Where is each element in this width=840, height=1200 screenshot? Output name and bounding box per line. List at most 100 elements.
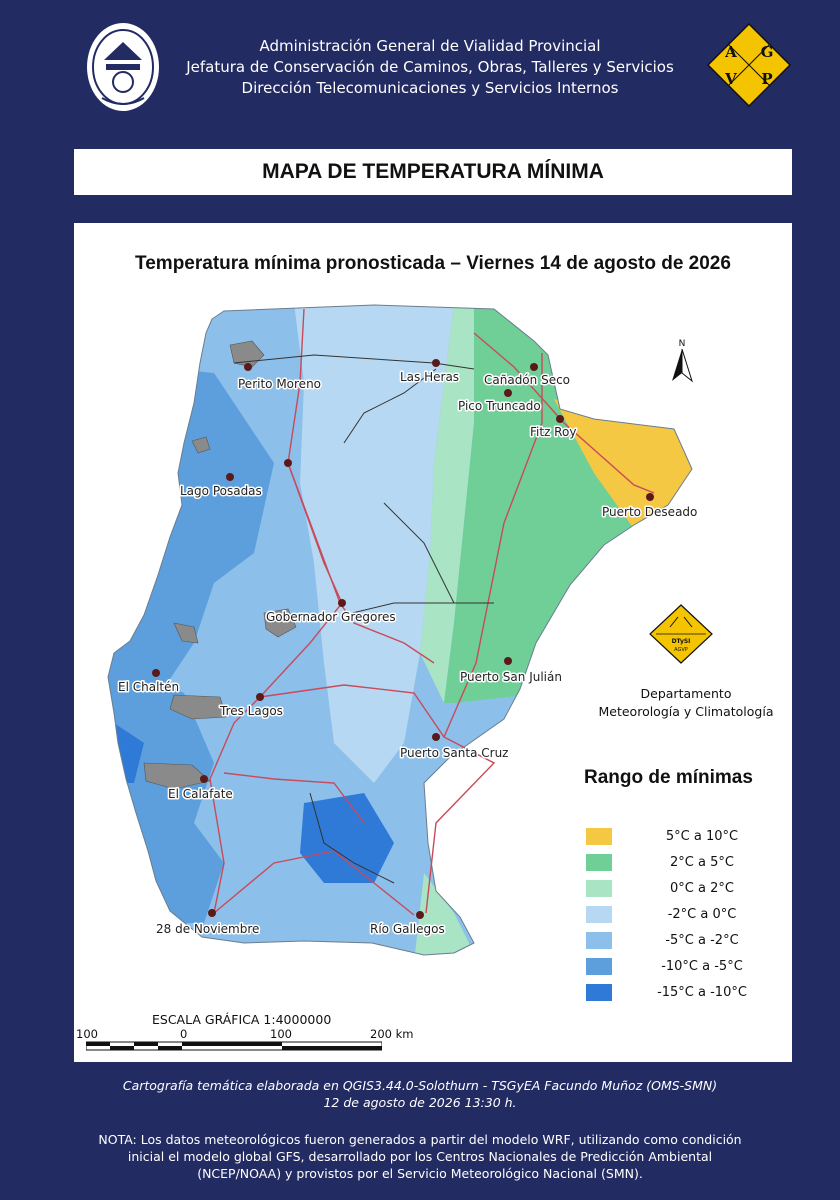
city-puerto-deseado: Puerto Deseado <box>602 505 697 519</box>
page-title: MAPA DE TEMPERATURA MÍNIMA <box>74 149 792 195</box>
road-northern <box>233 354 475 370</box>
lake-viedma <box>169 694 227 720</box>
credit-text: Cartografía temática elaborada en QGIS3.… <box>40 1077 800 1111</box>
city-marker[interactable] <box>338 599 346 607</box>
city-lago-posadas: Lago Posadas <box>180 484 262 498</box>
scale-tick-zero: 0 <box>180 1027 188 1041</box>
province-seal-icon <box>87 23 159 111</box>
legend-item: 5°C a 10°C <box>586 823 760 849</box>
city-marker[interactable] <box>244 363 252 371</box>
department-line-2: Meteorología y Climatología <box>598 704 774 719</box>
lake-cardiel <box>263 608 297 638</box>
road-diagonal <box>383 502 455 604</box>
city-marker[interactable] <box>416 911 424 919</box>
note-line-3: (NCEP/NOAA) y provistos por el Servicio … <box>197 1166 643 1181</box>
city-marker[interactable] <box>646 493 654 501</box>
road-central <box>343 602 494 616</box>
city-marker[interactable] <box>152 669 160 677</box>
legend-item: 2°C a 5°C <box>586 849 760 875</box>
map-panel: Temperatura mínima pronosticada – Vierne… <box>74 223 792 1062</box>
city-markers: Perito Moreno Las Heras Cañadón Seco Pic… <box>117 359 699 938</box>
agvp-letter-a: A <box>724 43 737 61</box>
lakes <box>143 340 297 790</box>
legend-label: -15°C a -10°C <box>657 984 747 1000</box>
city-marker[interactable] <box>504 657 512 665</box>
city-28-de-noviembre: 28 de Noviembre <box>156 922 259 936</box>
road-gregores <box>287 462 435 664</box>
header-line-1: Administración General de Vialidad Provi… <box>259 37 601 55</box>
header-line-2: Jefatura de Conservación de Caminos, Obr… <box>186 58 674 76</box>
zone-minus15-minus10 <box>300 793 394 883</box>
department-line-1: Departamento <box>640 686 732 701</box>
legend-label: 0°C a 2°C <box>670 880 734 896</box>
header-titles: Administración General de Vialidad Provi… <box>180 36 680 99</box>
legend-title: Rango de mínimas <box>584 767 753 788</box>
legend-item: -10°C a -5°C <box>586 953 760 979</box>
agvp-logo-icon: A G V P <box>706 22 792 108</box>
scale-title: ESCALA GRÁFICA 1:4000000 <box>152 1012 332 1027</box>
agvp-letter-v: V <box>724 70 737 88</box>
road-las-heras-west <box>343 368 437 444</box>
legend-swatch <box>586 879 612 897</box>
zone-5-10 <box>554 399 692 529</box>
city-marker[interactable] <box>530 363 538 371</box>
city-marker[interactable] <box>200 775 208 783</box>
roads <box>209 308 655 916</box>
legend-swatch <box>586 931 612 949</box>
city-marker[interactable] <box>432 733 440 741</box>
zone-0-2-south <box>414 873 474 955</box>
north-arrow-icon: N <box>672 339 693 383</box>
agvp-letter-g: G <box>761 43 774 61</box>
city-marker[interactable] <box>556 415 564 423</box>
road-ruta-3 <box>443 353 543 738</box>
department-logo-icon: DTySI AGVP <box>649 604 713 664</box>
legend: 5°C a 10°C 2°C a 5°C 0°C a 2°C -2°C a 0°C -5… <box>586 823 760 1005</box>
city-marker[interactable] <box>256 693 264 701</box>
note-line-1: NOTA: Los datos meteorológicos fueron ge… <box>98 1132 742 1147</box>
road-south-dirt <box>309 792 395 884</box>
dept-logo-text-1: DTySI <box>672 638 691 645</box>
legend-label: -2°C a 0°C <box>667 906 737 922</box>
city-marker[interactable] <box>284 459 292 467</box>
north-label: N <box>679 339 686 349</box>
scale-tick-left: 100 <box>76 1027 98 1041</box>
road-southern <box>213 850 415 916</box>
lake-argentino <box>143 762 211 790</box>
agvp-letter-p: P <box>761 70 772 88</box>
department-name: Departamento Meteorología y Climatología <box>586 685 786 721</box>
legend-label: -10°C a -5°C <box>661 958 743 974</box>
lake-posadas <box>191 436 211 454</box>
city-gobernador-gregores: Gobernador Gregores <box>266 610 396 624</box>
legend-swatch <box>586 853 612 871</box>
legend-item: -5°C a -2°C <box>586 927 760 953</box>
city-puerto-santa-cruz: Puerto Santa Cruz <box>400 746 508 760</box>
city-canadon-seco: Cañadón Seco <box>484 373 570 387</box>
zone-minus2-0 <box>294 305 454 783</box>
lake-san-martin <box>173 622 199 644</box>
city-rio-gallegos: Río Gallegos <box>370 922 445 936</box>
scale-bar <box>86 1041 382 1051</box>
city-puerto-san-julian: Puerto San Julián <box>460 670 562 684</box>
city-marker[interactable] <box>208 909 216 917</box>
province-outline <box>107 304 693 956</box>
credit-line-1: Cartografía temática elaborada en QGIS3.… <box>122 1078 718 1093</box>
map-subtitle: Temperatura mínima pronosticada – Vierne… <box>135 253 731 274</box>
legend-item: 0°C a 2°C <box>586 875 760 901</box>
province-map: Perito Moreno Las Heras Cañadón Seco Pic… <box>107 304 699 956</box>
road-calafate <box>223 772 365 824</box>
scale-tick-100: 100 <box>270 1027 292 1041</box>
scale-tick-200: 200 km <box>370 1027 414 1041</box>
city-marker[interactable] <box>432 359 440 367</box>
city-marker[interactable] <box>504 389 512 397</box>
note-text: NOTA: Los datos meteorológicos fueron ge… <box>40 1131 800 1182</box>
road-ruta-40 <box>209 308 343 914</box>
credit-line-2: 12 de agosto de 2026 13:30 h. <box>323 1095 517 1110</box>
city-pico-truncado: Pico Truncado <box>458 399 541 413</box>
legend-label: -5°C a -2°C <box>665 932 739 948</box>
city-fitz-roy: Fitz Roy <box>530 425 576 439</box>
legend-label: 5°C a 10°C <box>665 828 739 844</box>
header-line-3: Dirección Telecomunicaciones y Servicios… <box>241 79 619 97</box>
road-puerto-deseado <box>473 332 655 494</box>
city-marker[interactable] <box>226 473 234 481</box>
city-tres-lagos: Tres Lagos <box>219 704 283 718</box>
